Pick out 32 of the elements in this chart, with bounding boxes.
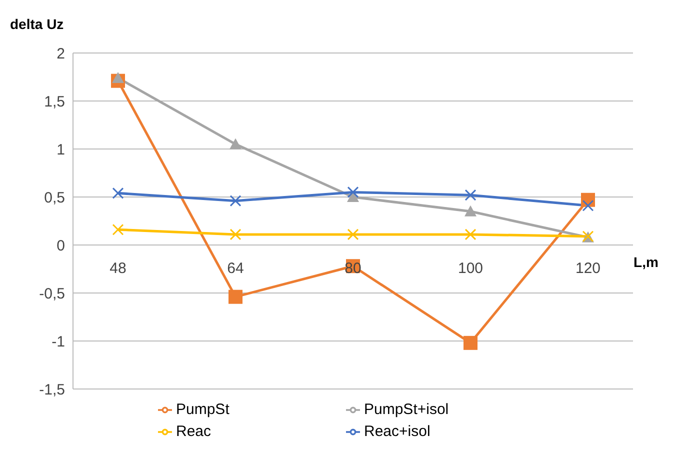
y-tick-label: 1,5	[44, 93, 65, 110]
legend-label: PumpSt+isol	[364, 400, 450, 420]
y-tick-label: 0,5	[44, 189, 65, 206]
x-tick-label: 100	[458, 260, 484, 277]
y-tick-label: 0	[56, 237, 65, 254]
y-tick-label: -1	[52, 333, 65, 350]
point	[230, 138, 242, 150]
y-tick-label: 2	[56, 45, 65, 62]
point	[464, 189, 476, 201]
point	[112, 224, 124, 236]
point	[464, 228, 476, 240]
point	[347, 228, 359, 240]
point	[582, 200, 594, 212]
point	[230, 228, 242, 240]
y-tick-label: -1,5	[39, 381, 65, 398]
x-tick-label: 64	[227, 260, 244, 277]
point	[230, 195, 242, 207]
x-tick-label: 48	[110, 260, 126, 277]
legend-label: Reac+isol	[364, 422, 432, 442]
point	[347, 186, 359, 198]
x-axis-title: L,m	[634, 254, 658, 270]
point	[464, 336, 478, 350]
legend-label: Reac	[176, 422, 212, 442]
y-tick-label: 1	[56, 141, 65, 158]
x-tick-label: 120	[575, 260, 601, 277]
point	[464, 205, 476, 216]
point	[112, 187, 124, 199]
y-axis-title: delta Uz	[10, 16, 64, 32]
point	[112, 72, 124, 83]
point	[228, 290, 242, 304]
y-tick-label: -0,5	[39, 285, 65, 302]
legend-label: PumpSt	[176, 400, 230, 420]
